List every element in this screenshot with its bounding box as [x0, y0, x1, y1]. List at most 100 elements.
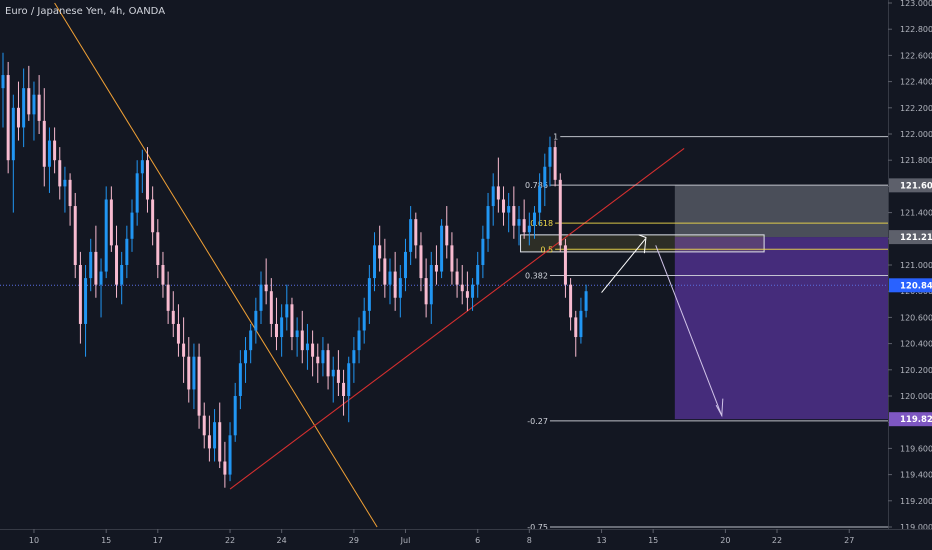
x-axis[interactable]: 10 15 17 22 24 29 Jul 6 8 13 15 20 22 27 — [0, 529, 932, 545]
chart-title: Euro / Japanese Yen, 4h, OANDA — [5, 6, 165, 17]
candle-body — [496, 186, 500, 200]
candle-body — [563, 245, 567, 285]
candle-body — [197, 356, 201, 416]
candle-body — [569, 284, 573, 318]
x-tick-label: 15 — [648, 536, 658, 545]
candle-body — [460, 284, 464, 292]
candle-body — [357, 330, 361, 351]
candle-body — [42, 120, 46, 167]
candle-body — [269, 291, 273, 324]
candle-body — [440, 225, 444, 272]
candle-body — [264, 284, 268, 292]
candle-body — [228, 435, 232, 475]
fib-level-label: 0.382 — [525, 271, 548, 280]
x-tick-label: 8 — [527, 536, 532, 545]
candle-body — [295, 330, 299, 338]
x-tick-label: 29 — [349, 536, 359, 545]
x-tick-label: 22 — [772, 536, 782, 545]
candle-body — [192, 356, 196, 390]
candle-body — [305, 343, 309, 351]
candle-body — [11, 107, 15, 161]
candle-body — [507, 206, 511, 213]
x-tick-label: Jul — [400, 536, 411, 545]
candle-body — [145, 160, 149, 200]
candle-body — [187, 356, 191, 390]
candle-body — [579, 310, 583, 338]
y-tick-label: 123.000 — [900, 0, 932, 8]
candle-body — [32, 94, 36, 115]
y-tick-label: 120.200 — [900, 366, 932, 375]
candle-body — [176, 323, 180, 344]
candle-body — [285, 304, 289, 318]
downtrend-line — [54, 2, 378, 528]
candle-body — [311, 343, 315, 357]
candle-body — [94, 251, 98, 285]
candle-body — [342, 382, 346, 396]
fib-level-label: 0.786 — [525, 181, 548, 190]
candle-body — [213, 422, 217, 449]
uptrend-line — [229, 147, 685, 490]
candle-body — [161, 265, 165, 285]
candle-body — [403, 251, 407, 279]
y-tick-label: 122.000 — [900, 130, 932, 139]
projection-arrows — [601, 234, 724, 418]
candle-body — [450, 245, 454, 272]
candle-body — [202, 415, 206, 436]
candle-body — [502, 199, 506, 213]
candle-body — [207, 435, 211, 449]
candle-body — [115, 245, 119, 285]
y-tick-label: 122.800 — [900, 25, 932, 34]
candle-body — [233, 396, 237, 436]
candle-body — [445, 225, 449, 246]
y-tick-label: 121.000 — [900, 261, 932, 270]
candle-body — [481, 238, 485, 265]
candle-body — [130, 212, 134, 239]
candle-body — [156, 232, 160, 265]
candle-body — [6, 75, 10, 161]
y-tick-label: 119.400 — [900, 471, 932, 480]
drop-arrow-head — [715, 398, 724, 418]
candle-body — [538, 186, 542, 213]
candle-body — [238, 363, 242, 396]
y-tick-label: 119.200 — [900, 497, 932, 506]
candle-body — [398, 278, 402, 298]
y-axis[interactable]: 123.000 122.800 122.600 122.400 122.200 122.0… — [888, 0, 932, 550]
candle-body — [140, 160, 144, 174]
candle-body — [347, 363, 351, 396]
price-badge-label: 120.845 — [900, 281, 932, 291]
candle-body — [89, 251, 93, 279]
fib-level-label: 1 — [553, 133, 558, 142]
candle-body — [326, 350, 330, 377]
fib-levels: 1 0.786 0.618 0.5 0.382 -0.27 -0.75 — [525, 133, 888, 532]
x-tick-label: 27 — [844, 536, 854, 545]
y-tick-label: 121.800 — [900, 156, 932, 165]
x-tick-label: 6 — [475, 536, 480, 545]
candle-body — [37, 94, 41, 121]
candle-body — [290, 304, 294, 338]
y-tick-label: 119.000 — [900, 523, 932, 532]
candle-body — [486, 206, 490, 239]
candle-body — [68, 179, 72, 207]
candle-body — [336, 369, 340, 383]
candle-body — [316, 356, 320, 364]
position-zones — [520, 185, 888, 420]
candle-body — [274, 323, 278, 338]
candle-body — [471, 284, 475, 298]
candle-body — [367, 278, 371, 311]
price-badge — [889, 230, 932, 245]
candle-body — [22, 88, 26, 128]
candle-body — [476, 265, 480, 285]
candle-body — [522, 219, 526, 233]
candle-body — [1, 75, 5, 89]
candle-body — [378, 245, 382, 259]
candle-body — [280, 317, 284, 338]
take-profit-zone — [674, 237, 888, 420]
candle-body — [491, 186, 495, 207]
candle-body — [120, 265, 124, 285]
fib-level-label: -0.27 — [527, 417, 548, 426]
y-tick-label: 120.400 — [900, 340, 932, 349]
fib-level-label: -0.75 — [527, 523, 548, 532]
price-badge — [889, 178, 932, 193]
